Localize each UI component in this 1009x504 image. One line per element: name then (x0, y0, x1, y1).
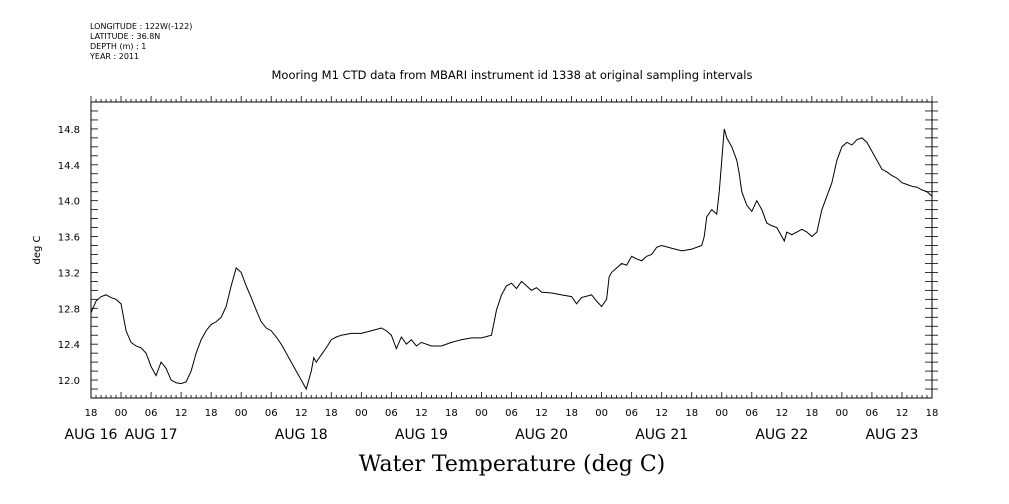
x-tick-label: 00 (595, 408, 608, 419)
x-tick-label: 18 (926, 408, 939, 419)
x-tick-label: 12 (295, 408, 308, 419)
x-tick-label: 18 (325, 408, 338, 419)
x-tick-label: 12 (896, 408, 909, 419)
x-tick-label: 06 (505, 408, 518, 419)
y-tick-label: 14.0 (58, 197, 80, 208)
depth-label: DEPTH (m) : 1 (90, 42, 147, 51)
y-tick-label: 12.8 (58, 304, 80, 315)
temperature-series-line (91, 128, 932, 391)
date-label: AUG 20 (515, 427, 568, 443)
x-tick-label: 12 (775, 408, 788, 419)
x-tick-label: 12 (535, 408, 548, 419)
x-tick-label: 18 (85, 408, 98, 419)
line-chart: 12.0 12.4 12.8 13.2 13.6 14.0 14.4 14.8 18 00 06 12… (32, 96, 939, 443)
x-tick-label: 00 (715, 408, 728, 419)
y-axis-label: deg C (32, 235, 43, 264)
date-label: AUG 22 (755, 427, 808, 443)
y-tick-label: 13.2 (58, 268, 80, 279)
date-label: AUG 21 (635, 427, 688, 443)
figure-title: Water Temperature (deg C) (358, 452, 666, 477)
longitude-label: LONGITUDE : 122W(-122) (90, 22, 193, 31)
x-tick-label: 06 (866, 408, 879, 419)
date-label: AUG 23 (865, 427, 918, 443)
metadata-block: LONGITUDE : 122W(-122) LATITUDE : 36.8N … (90, 22, 192, 62)
date-label: AUG 16 (65, 427, 118, 443)
y-tick-label: 12.4 (58, 340, 80, 351)
y-tick-label: 14.4 (58, 161, 80, 172)
date-label: AUG 18 (275, 427, 328, 443)
x-tick-label: 18 (805, 408, 818, 419)
y-tick-label: 14.8 (58, 125, 80, 136)
plot-frame (90, 101, 933, 399)
y-tick-label: 12.0 (58, 376, 80, 387)
x-tick-label: 00 (836, 408, 849, 419)
plot-title: Mooring M1 CTD data from MBARI instrumen… (271, 68, 753, 82)
latitude-label: LATITUDE : 36.8N (90, 32, 161, 41)
x-tick-label: 06 (385, 408, 398, 419)
y-tick-label: 13.6 (58, 233, 80, 244)
x-tick-label: 12 (415, 408, 428, 419)
x-tick-label: 18 (685, 408, 698, 419)
date-label: AUG 19 (395, 427, 448, 443)
x-tick-label: 18 (565, 408, 578, 419)
x-tick-label: 12 (175, 408, 188, 419)
date-label: AUG 17 (125, 427, 178, 443)
x-tick-label: 00 (355, 408, 368, 419)
x-tick-label: 18 (445, 408, 458, 419)
x-tick-label: 00 (475, 408, 488, 419)
x-tick-label: 12 (655, 408, 668, 419)
x-tick-label: 06 (145, 408, 158, 419)
x-tick-label: 06 (745, 408, 758, 419)
x-tick-label: 00 (115, 408, 128, 419)
x-tick-label: 06 (625, 408, 638, 419)
year-label: YEAR : 2011 (90, 52, 140, 61)
x-tick-label: 00 (235, 408, 248, 419)
x-tick-label: 06 (265, 408, 278, 419)
x-tick-label: 18 (205, 408, 218, 419)
